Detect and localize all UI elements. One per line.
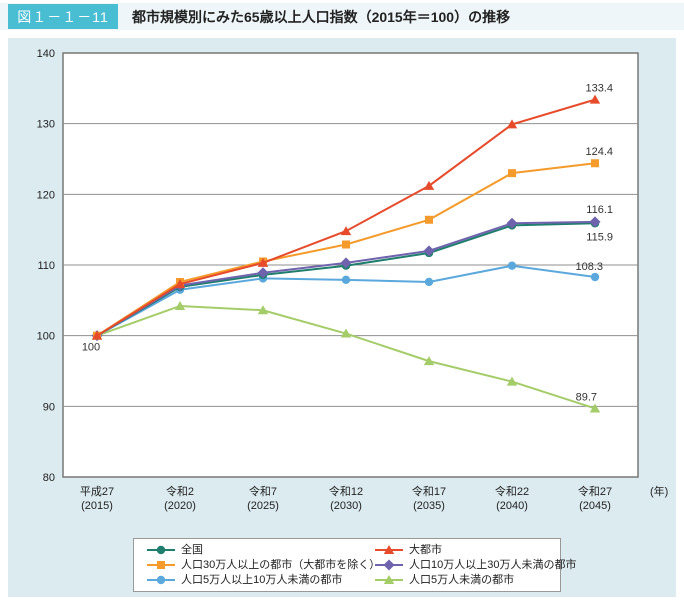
legend-item-4: 人口5万人以上10万人未満の都市 — [146, 573, 374, 587]
triangle-marker — [506, 376, 518, 386]
legend-label-3: 人口10万人以上30万人未満の都市 — [409, 559, 577, 571]
triangle-marker — [340, 328, 352, 338]
x-tick-year-5: (2040) — [496, 500, 528, 512]
diamond-legend-icon — [375, 559, 403, 571]
x-tick-era-0: 平成27 — [80, 485, 114, 498]
chart-panel: 140 130 120 110 100 90 80 平成27 (2015) 令和2 (2020) 令和… — [8, 38, 676, 597]
chart-legend: 全国 大都市人口30万人以上の都市（大都市を除く） 人口10万人以上30万人未満の都… — [133, 538, 576, 592]
diamond-marker — [589, 216, 601, 228]
square-marker — [508, 169, 516, 178]
end-value-label-3: 116.1 — [586, 204, 613, 216]
y-tick-label-100: 100 — [37, 331, 55, 343]
legend-label-4: 人口5万人以上10万人未満の都市 — [181, 574, 343, 586]
legend-label-2: 人口30万人以上の都市（大都市を除く） — [181, 559, 381, 571]
x-axis-unit: (年) — [650, 484, 668, 498]
x-tick-era-1: 令和2 — [166, 484, 194, 498]
legend-label-0: 全国 — [181, 544, 203, 556]
legend-item-2: 人口30万人以上の都市（大都市を除く） — [146, 558, 380, 572]
triangle-marker — [589, 94, 601, 104]
x-tick-year-4: (2035) — [413, 500, 445, 512]
x-tick-era-5: 令和22 — [495, 484, 529, 498]
x-tick-year-3: (2030) — [330, 500, 362, 512]
circle-legend-icon — [147, 575, 175, 585]
diamond-marker — [423, 245, 435, 257]
figure-number-badge: 図１－１－11 — [8, 4, 118, 29]
series-1 — [91, 94, 601, 340]
figure-title: 都市規模別にみた65歳以上人口指数（2015年＝100）の推移 — [132, 8, 511, 25]
circle-marker — [341, 275, 351, 285]
legend-label-5: 人口5万人未満の都市 — [409, 574, 515, 586]
end-value-label-4: 108.3 — [575, 261, 603, 273]
end-value-label-1: 133.4 — [585, 83, 613, 95]
y-tick-label-90: 90 — [43, 401, 55, 413]
line-chart: 140 130 120 110 100 90 80 平成27 (2015) 令和2 (2020) 令和… — [37, 48, 669, 512]
square-marker — [425, 215, 433, 224]
circle-legend-icon — [147, 545, 175, 555]
triangle-marker — [174, 300, 186, 310]
triangle-marker — [423, 356, 435, 366]
triangle-marker — [383, 575, 395, 584]
y-tick-label-130: 130 — [37, 119, 55, 131]
x-tick-year-2: (2025) — [247, 500, 279, 512]
triangle-marker — [340, 226, 352, 236]
circle-marker — [424, 277, 434, 287]
x-tick-era-4: 令和17 — [412, 484, 446, 498]
diamond-marker — [340, 257, 352, 269]
circle-marker — [590, 272, 600, 282]
end-value-label-2: 124.4 — [585, 146, 613, 158]
triangle-marker — [506, 119, 518, 129]
square-marker — [342, 240, 350, 249]
x-tick-era-2: 令和7 — [249, 484, 277, 498]
triangle-legend-icon — [375, 545, 403, 554]
x-tick-era-6: 令和27 — [578, 484, 612, 498]
triangle-marker — [91, 330, 103, 340]
triangle-marker — [383, 545, 395, 554]
circle-marker — [156, 575, 166, 585]
end-value-label-0: 115.9 — [586, 231, 613, 243]
diamond-marker — [506, 217, 518, 229]
legend-item-3: 人口10万人以上30万人未満の都市 — [374, 558, 576, 572]
x-tick-era-3: 令和12 — [329, 484, 363, 498]
y-tick-label-80: 80 — [43, 472, 55, 484]
triangle-marker — [257, 305, 269, 315]
circle-marker — [156, 545, 166, 555]
end-value-label-5: 89.7 — [576, 391, 597, 403]
x-tick-year-1: (2020) — [164, 500, 196, 512]
figure-header: 図１－１－11 都市規模別にみた65歳以上人口指数（2015年＝100）の推移 — [0, 3, 684, 30]
triangle-marker — [174, 279, 186, 289]
legend-item-1: 大都市 — [374, 543, 576, 557]
square-legend-icon — [147, 561, 175, 569]
x-tick-year-6: (2045) — [579, 500, 611, 512]
start-value-annotation: 100 — [82, 342, 100, 354]
y-tick-label-110: 110 — [37, 260, 55, 272]
legend-item-0: 全国 — [146, 543, 374, 557]
diamond-marker — [383, 559, 395, 571]
y-tick-label-120: 120 — [37, 189, 55, 201]
x-tick-year-0: (2015) — [81, 500, 113, 512]
square-marker — [591, 159, 599, 168]
triangle-marker — [423, 180, 435, 190]
triangle-legend-icon — [375, 575, 403, 584]
legend-item-5: 人口5万人未満の都市 — [374, 573, 576, 587]
triangle-marker — [589, 403, 601, 413]
y-tick-label-140: 140 — [37, 48, 55, 60]
diamond-marker — [257, 267, 269, 279]
circle-marker — [507, 261, 517, 270]
triangle-marker — [257, 257, 269, 267]
square-marker — [157, 561, 165, 569]
legend-label-1: 大都市 — [409, 544, 442, 556]
